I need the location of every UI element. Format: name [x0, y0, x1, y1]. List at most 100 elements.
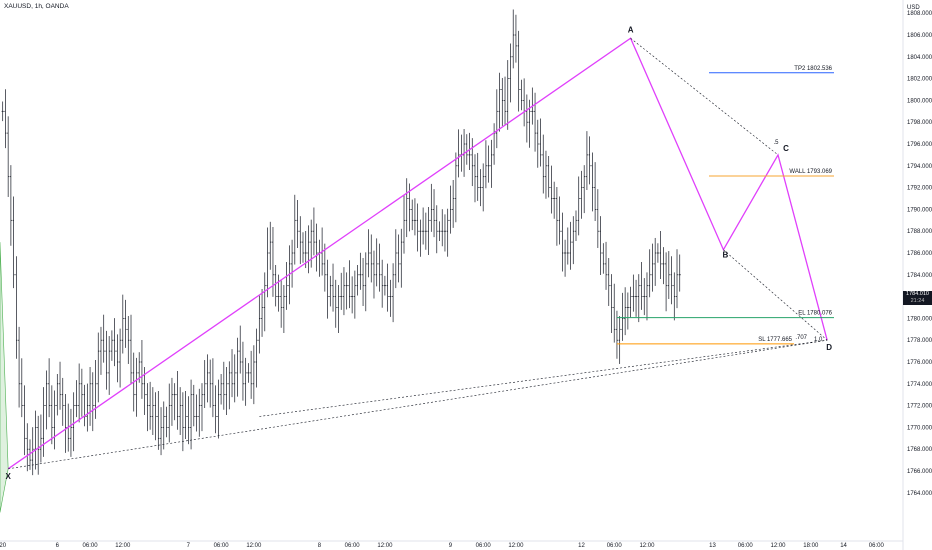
bd-dashed-line [259, 339, 828, 417]
ohlc-bar [424, 212, 427, 250]
ohlc-bar [610, 274, 613, 334]
ohlc-bar [236, 337, 239, 397]
ohlc-bar [266, 227, 269, 298]
ohlc-bar [536, 119, 539, 168]
ohlc-bar [45, 370, 48, 430]
ohlc-bar [88, 367, 92, 426]
ohlc-bar [37, 415, 40, 475]
ohlc-bar [83, 384, 86, 427]
ohlc-bar [372, 250, 376, 299]
time-tick-label: 06:00 [869, 543, 885, 549]
ohlc-bar [596, 189, 599, 248]
chart-title: XAUUSD, 1h, OANDA [4, 3, 69, 10]
ac-dashed-line [630, 38, 779, 156]
ohlc-bar [173, 383, 176, 421]
ohlc-bar [659, 230, 662, 279]
ohlc-bar [613, 283, 616, 343]
ohlc-bar [189, 379, 193, 450]
ohlc-bar [293, 194, 296, 265]
price-tick-label: 1792.000 [907, 186, 932, 192]
time-axis[interactable]: 20 6 06:00 12:00 7 06:00 12:00 8 06:00 12:00 9 06:0… [0, 543, 884, 549]
time-tick-label: 8 [318, 543, 322, 549]
ohlc-bar [432, 189, 436, 238]
price-tick-label: 1798.000 [907, 120, 932, 126]
ohlc-bar [263, 272, 266, 332]
ohlc-bar [476, 152, 479, 201]
ohlc-bar [124, 299, 127, 348]
ohlc-bar [487, 145, 490, 183]
ohlc-bar [159, 407, 163, 456]
ohlc-bar [577, 176, 580, 236]
ohlc-bar [632, 274, 635, 312]
point-label-x: X [5, 472, 11, 481]
ohlc-bar [542, 134, 545, 194]
ohlc-bar [397, 234, 400, 283]
ohlc-bar [348, 260, 351, 309]
price-tick-label: 1794.000 [907, 164, 932, 170]
ohlc-bar [179, 387, 182, 436]
ohlc-bar [643, 278, 646, 316]
ohlc-bar [640, 261, 643, 310]
ohlc-bar [667, 251, 670, 299]
ohlc-bar [20, 358, 23, 418]
ohlc-bar [140, 339, 144, 399]
ohlc-bar [255, 328, 258, 388]
ohlc-bar [381, 259, 384, 308]
ohlc-bar [299, 216, 302, 265]
price-tick-label: 1786.000 [907, 251, 932, 257]
ohlc-bar [460, 134, 463, 172]
current-price-tag: 1784.010 21:24 [903, 291, 932, 305]
ohlc-bar [331, 263, 335, 312]
ohlc-bar [378, 243, 381, 292]
ohlc-bar [217, 379, 220, 439]
ohlc-bar [110, 330, 113, 361]
ohlc-bar [315, 223, 318, 272]
ratio-label: .707 [795, 335, 807, 341]
time-tick-label: 13 [709, 543, 716, 549]
ohlc-bar [181, 392, 184, 452]
price-axis[interactable]: 1764.000 1766.000 1768.000 1770.000 1772.000… [907, 11, 932, 497]
ohlc-bar [99, 326, 103, 375]
ohlc-bar [394, 229, 397, 289]
ohlc-bar [533, 92, 537, 152]
ohlc-bar [157, 390, 160, 450]
ohlc-bar [654, 237, 657, 286]
ohlc-bar [678, 254, 681, 292]
ohlc-bar [422, 207, 425, 245]
ohlc-bar [118, 328, 122, 388]
time-tick-label: 7 [187, 543, 191, 549]
ohlc-bar [198, 388, 201, 437]
ohlc-bar [209, 359, 212, 408]
level-label: WALL 1793.069 [789, 169, 832, 175]
harmonic-pattern-legs[interactable] [7, 37, 828, 470]
ohlc-bar [225, 367, 228, 415]
ohlc-bar [48, 358, 51, 418]
time-tick-label: 14 [840, 543, 847, 549]
time-tick-label: 12:00 [115, 543, 131, 549]
ohlc-bar [479, 169, 482, 207]
time-tick-label: 12:00 [377, 543, 393, 549]
ohlc-bar [482, 163, 485, 212]
ohlc-bar [634, 279, 638, 317]
price-tick-label: 1788.000 [907, 229, 932, 235]
ohlc-bar [523, 78, 526, 127]
price-tick-label: 1776.000 [907, 360, 932, 366]
price-tick-label: 1804.000 [907, 55, 932, 61]
time-tick-label: 12:00 [771, 543, 787, 549]
ohlc-bar [446, 208, 449, 257]
ohlc-bar [465, 134, 468, 165]
ohlc-bar [129, 314, 133, 385]
price-tick-label: 1780.000 [907, 316, 932, 322]
ohlc-bar [484, 140, 488, 189]
ohlc-bar [61, 377, 64, 426]
ohlc-bar [583, 165, 586, 214]
ohlc-bar [400, 228, 403, 288]
ohlc-bar [127, 316, 130, 364]
ohlc-bar [427, 207, 430, 255]
ohlc-bar [547, 155, 550, 198]
ohlc-bar [135, 357, 138, 417]
price-tick-label: 1808.000 [907, 11, 932, 17]
ohlc-bar [290, 239, 294, 288]
ohlc-bar [239, 325, 242, 374]
